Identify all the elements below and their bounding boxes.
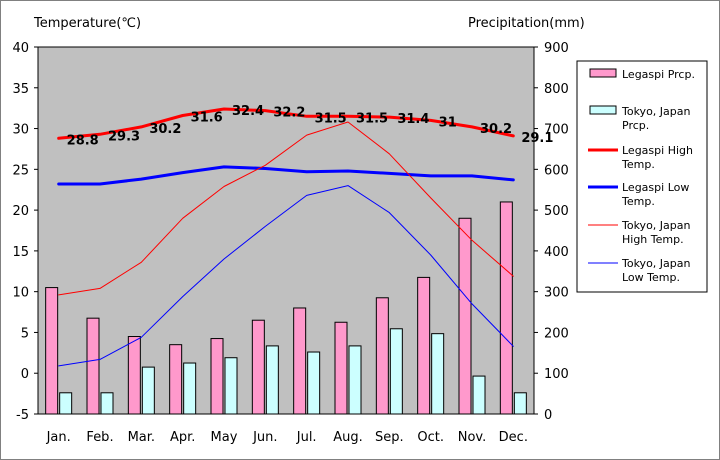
- x-tick-label-11: Nov.: [458, 430, 487, 445]
- x-tick-label-10: Oct.: [417, 430, 444, 445]
- data-label-legaspi-high-2: 29.3: [108, 129, 140, 144]
- bar-legaspi-prcp-5: [210, 338, 224, 415]
- bar-legaspi-prcp-11: [458, 217, 472, 415]
- left-tick-label-15: 15: [12, 245, 29, 260]
- legend-label-4-line-2: Temp.: [621, 195, 655, 208]
- data-label-legaspi-high-5: 32.4: [232, 104, 264, 119]
- x-tick-label-7: Jul.: [296, 430, 317, 445]
- x-tick-label-9: Sep.: [375, 430, 404, 445]
- bar-legaspi-prcp-6: [251, 319, 265, 415]
- right-tick-label-900: 900: [544, 41, 569, 56]
- x-tick-label-8: Aug.: [333, 430, 363, 445]
- bar-tokyo-prcp-6: [265, 345, 279, 415]
- right-tick-label-700: 700: [544, 123, 569, 138]
- left-tick-label-5: 5: [21, 326, 29, 341]
- left-tick-label-40: 40: [12, 41, 29, 56]
- legend-label-5-line-1: Tokyo, Japan: [621, 219, 690, 232]
- left-tick-label-30: 30: [12, 123, 29, 138]
- bar-tokyo-prcp-2: [100, 392, 114, 415]
- legend-swatch-1: [589, 68, 617, 78]
- legend-label-2-line-1: Tokyo, Japan: [621, 105, 690, 118]
- legend-label-2-line-2: Prcp.: [622, 119, 649, 132]
- line-legaspi-high-temp: [57, 107, 515, 140]
- data-label-legaspi-high-8: 31.5: [356, 111, 388, 126]
- legend-label-3-line-1: Legaspi High: [622, 144, 693, 157]
- bar-tokyo-prcp-1: [59, 392, 73, 415]
- bar-legaspi-prcp-1: [45, 287, 59, 415]
- data-label-legaspi-high-9: 31.4: [397, 112, 429, 127]
- bar-legaspi-prcp-7: [293, 307, 307, 415]
- x-tick-label-12: Dec.: [499, 430, 528, 445]
- x-tick-label-2: Feb.: [86, 430, 113, 445]
- legend-box: [576, 60, 708, 293]
- plot-area: [37, 46, 535, 415]
- line-tokyo-low-temp: [58, 185, 514, 367]
- data-label-legaspi-high-12: 29.1: [521, 131, 553, 146]
- left-tick-label-0: 0: [21, 367, 29, 382]
- x-tick-label-1: Jan.: [46, 430, 71, 445]
- right-tick-label-300: 300: [544, 286, 569, 301]
- x-tick-label-4: Apr.: [170, 430, 195, 445]
- left-axis-title: Temperature(℃): [33, 16, 141, 31]
- bar-tokyo-prcp-5: [224, 357, 238, 415]
- bar-tokyo-prcp-8: [348, 345, 362, 415]
- data-label-legaspi-high-1: 28.8: [67, 133, 99, 148]
- right-tick-label-200: 200: [544, 326, 569, 341]
- line-tokyo-high-temp: [58, 121, 514, 296]
- legend-label-4-line-1: Legaspi Low: [622, 181, 689, 194]
- right-tick-label-500: 500: [544, 204, 569, 219]
- left-tick-label-20: 20: [12, 204, 29, 219]
- data-label-legaspi-high-10: 31: [439, 115, 457, 130]
- legend-label-1-line-1: Legaspi Prcp.: [622, 68, 695, 81]
- data-label-legaspi-high-4: 31.6: [191, 111, 223, 126]
- bar-tokyo-prcp-10: [431, 333, 445, 415]
- right-tick-label-0: 0: [544, 408, 552, 423]
- bar-legaspi-prcp-12: [499, 201, 513, 415]
- data-label-legaspi-high-6: 32.2: [273, 106, 305, 121]
- right-tick-label-600: 600: [544, 163, 569, 178]
- x-tick-label-3: Mar.: [128, 430, 155, 445]
- data-label-legaspi-high-3: 30.2: [149, 122, 181, 137]
- legend-label-6-line-1: Tokyo, Japan: [621, 257, 690, 270]
- right-tick-label-400: 400: [544, 245, 569, 260]
- legend-label-5-line-2: High Temp.: [622, 233, 684, 246]
- left-tick-label--5: -5: [16, 408, 29, 423]
- x-tick-label-5: May: [211, 430, 238, 445]
- legend-swatch-2: [589, 105, 617, 115]
- line-legaspi-low-temp: [57, 165, 515, 186]
- data-label-legaspi-high-7: 31.5: [315, 111, 347, 126]
- bar-legaspi-prcp-3: [127, 336, 141, 415]
- left-tick-label-10: 10: [12, 286, 29, 301]
- bar-legaspi-prcp-9: [375, 297, 389, 415]
- bar-legaspi-prcp-4: [169, 344, 183, 415]
- bar-tokyo-prcp-7: [307, 351, 321, 415]
- bar-legaspi-prcp-10: [417, 276, 431, 415]
- bar-tokyo-prcp-9: [389, 328, 403, 415]
- right-axis-title: Precipitation(mm): [468, 16, 585, 31]
- bar-tokyo-prcp-4: [183, 362, 197, 415]
- legend-label-6-line-2: Low Temp.: [622, 271, 680, 284]
- legend-label-3-line-2: Temp.: [621, 158, 655, 171]
- right-tick-label-100: 100: [544, 367, 569, 382]
- bar-legaspi-prcp-2: [86, 317, 100, 415]
- bar-tokyo-prcp-11: [472, 375, 486, 415]
- bar-tokyo-prcp-3: [141, 366, 155, 415]
- right-tick-label-800: 800: [544, 82, 569, 97]
- left-tick-label-25: 25: [12, 163, 29, 178]
- bar-tokyo-prcp-12: [513, 392, 527, 415]
- x-tick-label-6: Jun.: [252, 430, 277, 445]
- bar-legaspi-prcp-8: [334, 321, 348, 415]
- data-label-legaspi-high-11: 30.2: [480, 122, 512, 137]
- left-tick-label-35: 35: [12, 82, 29, 97]
